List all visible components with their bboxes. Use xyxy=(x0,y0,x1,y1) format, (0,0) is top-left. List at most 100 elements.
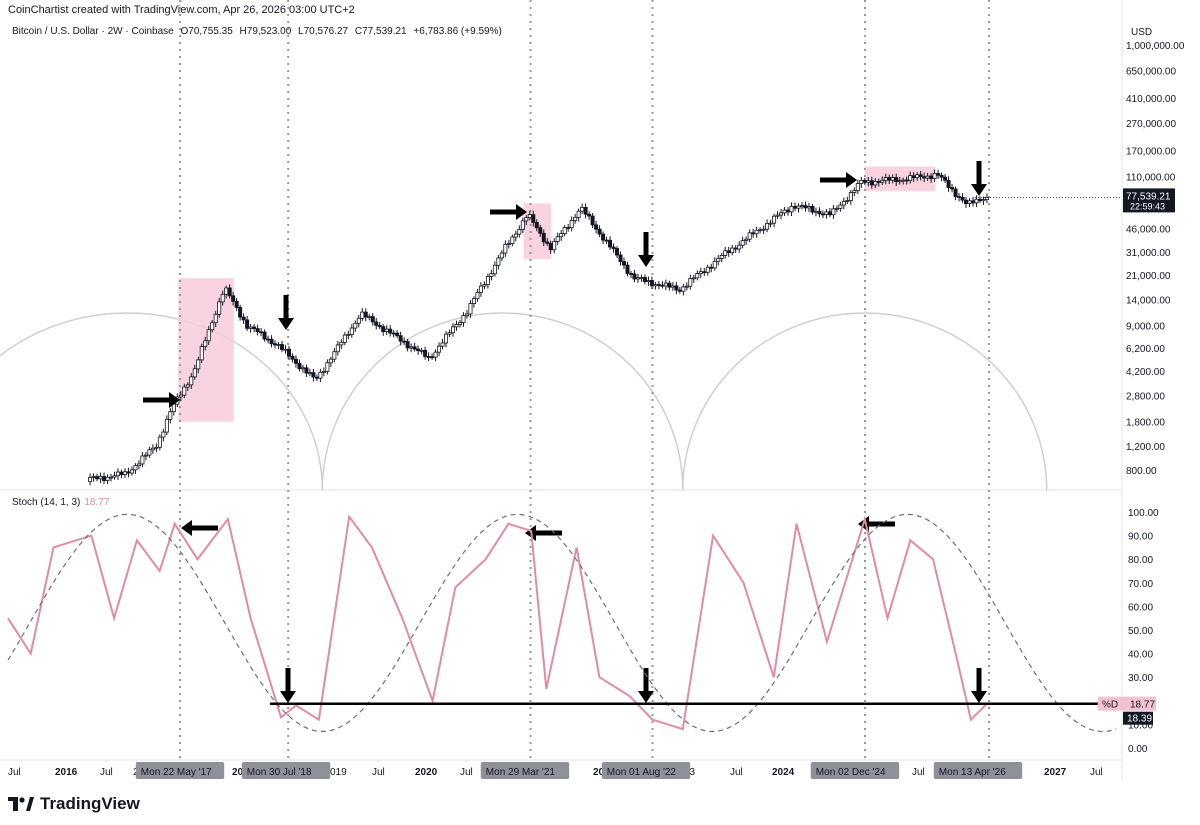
candle-body xyxy=(307,372,312,375)
candle-body xyxy=(300,367,305,370)
candle-body xyxy=(304,367,309,374)
candle-body xyxy=(461,315,466,323)
candle-body xyxy=(478,285,483,293)
down-arrow-annotation xyxy=(971,668,987,703)
candle-body xyxy=(416,348,421,352)
candle-body xyxy=(880,179,885,183)
candle-body xyxy=(957,196,962,198)
tradingview-logo: TradingView xyxy=(8,794,140,814)
candle-body xyxy=(751,232,756,235)
time-axis-label: Jul xyxy=(1090,767,1103,778)
time-axis-label: Jul xyxy=(912,767,925,778)
candle-body xyxy=(866,180,871,183)
candle-body xyxy=(252,326,257,329)
candle-body xyxy=(810,205,815,213)
candle-body xyxy=(848,192,853,201)
brand-name: TradingView xyxy=(40,794,140,813)
k-value: 18.39 xyxy=(1127,714,1152,725)
candle-body xyxy=(649,280,654,287)
candle-body xyxy=(196,359,201,370)
candle-body xyxy=(827,211,832,216)
candle-body xyxy=(454,324,459,328)
time-axis-label: 2016 xyxy=(55,767,78,778)
candle-body xyxy=(730,247,735,254)
candle-body xyxy=(409,346,414,349)
candle-body xyxy=(628,273,633,275)
candle-body xyxy=(136,463,141,467)
candle-body xyxy=(129,469,134,474)
candle-body xyxy=(859,180,864,184)
price-tick-label: 1,200.00 xyxy=(1126,442,1165,453)
price-tick-label: 6,200.00 xyxy=(1126,344,1165,355)
time-axis-label: Jul xyxy=(730,767,743,778)
candle-body xyxy=(105,476,110,481)
candle-body xyxy=(562,227,567,234)
last-price-tag xyxy=(1123,188,1175,213)
candle-body xyxy=(569,220,574,229)
candle-body xyxy=(391,332,396,335)
candle-body xyxy=(608,239,613,248)
stoch-label: Stoch (14, 1, 3) xyxy=(12,497,81,508)
candle-body xyxy=(663,282,668,287)
candle-body xyxy=(318,371,323,379)
candle-body xyxy=(88,477,93,482)
candle-body xyxy=(335,344,340,353)
candle-body xyxy=(538,227,543,234)
candle-body xyxy=(845,200,850,202)
stoch-tick-label: 60.00 xyxy=(1128,602,1153,613)
candle-body xyxy=(280,344,285,350)
down-arrow-annotation xyxy=(278,295,294,330)
candle-body xyxy=(405,341,410,349)
candle-body xyxy=(632,273,637,280)
candle-body xyxy=(189,376,194,386)
candle-body xyxy=(412,346,417,350)
candle-body xyxy=(939,174,944,178)
stoch-tick-label: 100.00 xyxy=(1128,508,1159,519)
candle-body xyxy=(950,187,955,190)
candle-body xyxy=(157,436,162,448)
candle-body xyxy=(143,454,148,457)
d-value-tag xyxy=(1098,696,1156,711)
candle-body xyxy=(964,199,969,204)
cycle-arc xyxy=(682,312,1048,491)
candle-body xyxy=(217,301,222,315)
candle-body xyxy=(154,446,159,449)
candle-body xyxy=(510,236,515,244)
candle-body xyxy=(150,447,155,451)
candle-body xyxy=(444,333,449,344)
candle-body xyxy=(670,285,675,288)
tradingview-logo-icon xyxy=(8,797,34,811)
cycle-arc xyxy=(321,312,684,491)
candle-body xyxy=(332,351,337,360)
candle-body xyxy=(286,348,291,357)
candle-body xyxy=(276,344,281,346)
candle-body xyxy=(559,233,564,238)
candle-body xyxy=(977,198,982,202)
candle-body xyxy=(255,328,260,333)
candle-body xyxy=(622,261,627,266)
candle-body xyxy=(555,236,560,242)
candle-body xyxy=(841,201,846,206)
date-marker-label: Mon 13 Apr '26 xyxy=(939,767,1006,778)
candle-body xyxy=(869,180,874,186)
candle-body xyxy=(590,215,595,226)
candle-body xyxy=(929,175,934,180)
down-arrow-annotation xyxy=(638,232,654,267)
candle-body xyxy=(855,183,860,192)
candle-body xyxy=(901,179,906,182)
candle-body xyxy=(712,260,717,269)
candle-body xyxy=(873,181,878,186)
bar-countdown: 22:59:43 xyxy=(1130,201,1165,211)
candle-body xyxy=(122,471,127,476)
candle-body xyxy=(492,264,497,275)
candle-body xyxy=(611,246,616,249)
date-marker-pill xyxy=(241,762,331,779)
currency-label[interactable]: USD xyxy=(1131,27,1153,38)
candle-body xyxy=(109,476,114,479)
ohlc-change: +6,783.86 (+9.59%) xyxy=(413,26,502,37)
candle-body xyxy=(908,175,913,182)
candle-body xyxy=(423,349,428,357)
candle-body xyxy=(115,471,120,477)
candle-body xyxy=(786,209,791,213)
